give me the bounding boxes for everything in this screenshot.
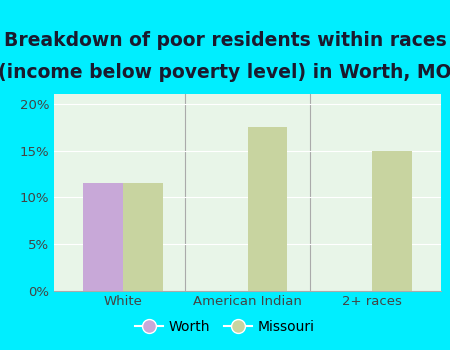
Bar	[83, 183, 123, 290]
Bar	[123, 183, 162, 290]
Bar	[248, 127, 288, 290]
Bar	[372, 150, 412, 290]
Text: (income below poverty level) in Worth, MO: (income below poverty level) in Worth, M…	[0, 63, 450, 82]
Text: Breakdown of poor residents within races: Breakdown of poor residents within races	[4, 32, 446, 50]
Legend: Worth, Missouri: Worth, Missouri	[130, 314, 320, 340]
